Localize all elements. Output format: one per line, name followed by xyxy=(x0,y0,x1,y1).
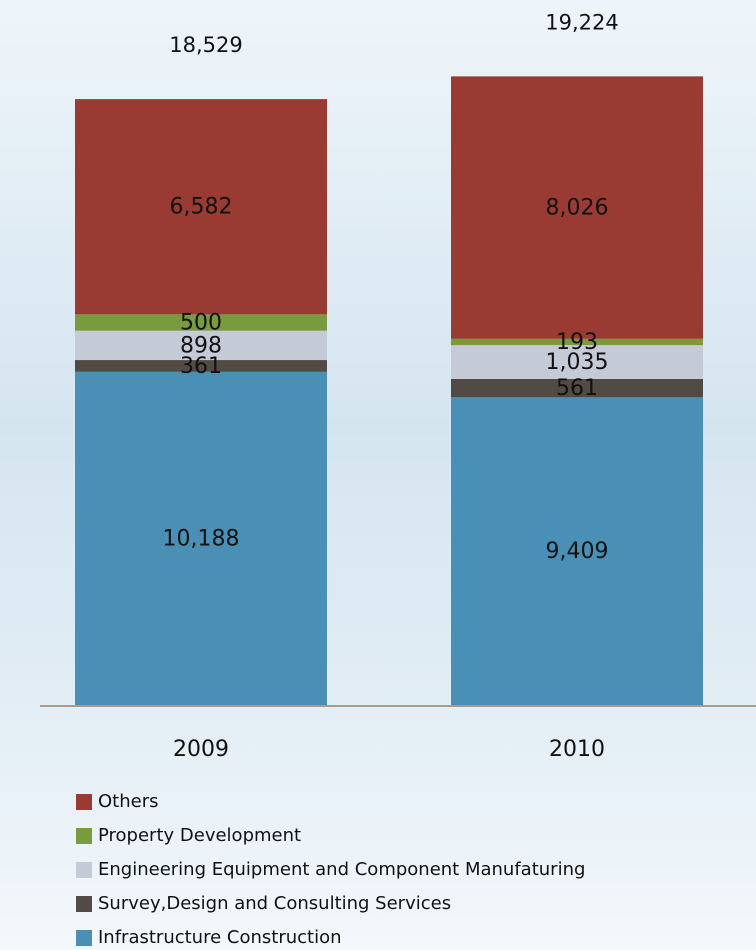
legend-label: Engineering Equipment and Component Manu… xyxy=(98,859,585,880)
value-label: 361 xyxy=(180,354,222,379)
legend-label: Property Development xyxy=(98,825,301,846)
bar-segment xyxy=(451,338,703,346)
legend-swatch xyxy=(76,930,92,946)
x-tick-label: 2010 xyxy=(549,737,605,762)
legend-swatch xyxy=(76,896,92,912)
total-label: 19,224 xyxy=(545,10,618,34)
bar-segment xyxy=(451,345,703,379)
value-label: 193 xyxy=(556,330,598,355)
legend-swatch xyxy=(76,794,92,810)
legend-label: Survey,Design and Consulting Services xyxy=(98,893,451,914)
legend-swatch xyxy=(76,828,92,844)
legend-label: Infrastructure Construction xyxy=(98,927,342,948)
x-tick-label: 2009 xyxy=(173,737,229,762)
bar-segment xyxy=(75,360,327,372)
bar-segment xyxy=(451,378,703,398)
legend-label: Others xyxy=(98,791,159,812)
bar-segment xyxy=(75,371,327,705)
value-label: 561 xyxy=(556,376,598,401)
value-label: 6,582 xyxy=(170,195,233,220)
value-label: 10,188 xyxy=(163,526,240,551)
value-label: 898 xyxy=(180,333,222,358)
bar-segment xyxy=(451,397,703,705)
bar-segment xyxy=(451,76,703,339)
legend-swatch xyxy=(76,862,92,878)
value-label: 500 xyxy=(180,311,222,336)
bar-segment xyxy=(75,330,327,361)
value-label: 8,026 xyxy=(546,196,609,221)
bar-segment xyxy=(75,314,327,331)
value-label: 9,409 xyxy=(546,539,609,564)
value-label: 1,035 xyxy=(546,350,609,375)
bar-segment xyxy=(75,99,327,315)
total-label: 18,529 xyxy=(169,33,242,57)
